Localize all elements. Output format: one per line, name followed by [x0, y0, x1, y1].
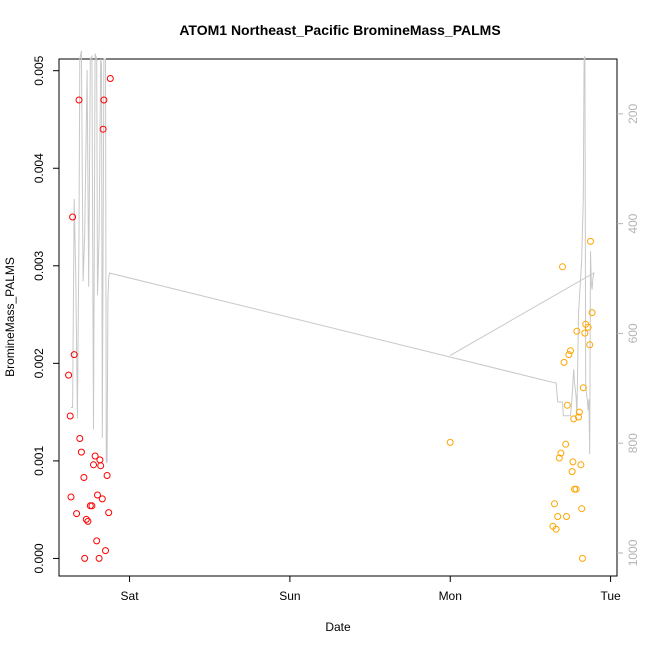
data-point	[80, 474, 88, 481]
y2-tick-label: 800	[626, 433, 640, 453]
data-point	[77, 448, 85, 456]
data-point	[93, 537, 101, 545]
data-point	[552, 525, 560, 533]
data-point	[586, 341, 594, 349]
data-point	[570, 415, 578, 423]
pressure-line	[71, 50, 595, 463]
data-point	[97, 462, 105, 470]
y-tick-label: 0.002	[32, 348, 46, 378]
data-point	[91, 452, 99, 460]
y-tick-label: 0.003	[32, 250, 46, 280]
y2-tick-label: 600	[626, 323, 640, 343]
data-point	[96, 456, 104, 464]
data-point	[105, 509, 113, 517]
x-tick-label: Mon	[439, 589, 462, 603]
x-tick-label: Sat	[121, 589, 140, 603]
plot-frame	[58, 58, 618, 577]
data-points-layer	[65, 75, 596, 562]
chart-title: ATOM1 Northeast_Pacific BromineMass_PALM…	[179, 22, 500, 38]
data-point	[562, 440, 570, 448]
data-point	[103, 472, 111, 479]
data-point	[557, 449, 565, 457]
data-point	[106, 75, 114, 82]
y-axis-left: 0.000 0.001 0.002 0.003 0.004 0.005	[32, 55, 59, 573]
data-point	[572, 485, 580, 493]
data-point	[568, 468, 576, 476]
data-point	[66, 412, 74, 420]
data-point	[579, 554, 586, 562]
data-point	[82, 515, 90, 523]
y-tick-label: 0.001	[32, 446, 46, 476]
data-point	[76, 435, 84, 442]
data-point	[560, 358, 568, 366]
data-point	[554, 513, 562, 520]
data-point	[94, 491, 101, 499]
data-point	[446, 438, 454, 446]
data-point	[88, 502, 96, 510]
data-point	[100, 96, 108, 104]
x-tick-label: Tue	[600, 589, 621, 603]
data-point	[587, 237, 594, 245]
y-axis-label: BromineMass_PALMS	[3, 257, 17, 377]
data-point	[581, 329, 589, 337]
data-point	[84, 517, 92, 525]
data-point	[559, 263, 566, 271]
data-point	[67, 493, 75, 501]
data-point	[563, 401, 571, 409]
data-point	[563, 513, 570, 520]
data-point	[573, 327, 581, 335]
data-point	[69, 213, 77, 221]
data-point	[99, 125, 107, 133]
data-point	[70, 351, 78, 359]
data-point	[73, 510, 81, 518]
data-point	[577, 461, 585, 469]
data-point	[575, 408, 583, 416]
data-point	[95, 554, 103, 562]
data-point	[90, 461, 97, 469]
data-point	[551, 500, 558, 508]
data-point	[565, 351, 573, 359]
data-point	[579, 384, 587, 392]
y2-tick-label: 200	[626, 104, 640, 124]
data-point	[584, 323, 592, 331]
pressure-line-layer	[71, 50, 595, 463]
data-point	[98, 495, 106, 503]
y-tick-label: 0.004	[32, 153, 46, 183]
data-point	[555, 454, 563, 462]
data-point	[102, 547, 109, 555]
x-axis-label: Date	[325, 620, 351, 634]
x-tick-label: Sun	[279, 589, 300, 603]
data-point	[578, 505, 586, 513]
data-point	[81, 554, 89, 562]
y-tick-label: 0.000	[32, 543, 46, 573]
y2-tick-label: 400	[626, 213, 640, 233]
data-point	[588, 309, 596, 317]
y-tick-label: 0.005	[32, 55, 46, 85]
x-axis: Sat Sun Mon Tue	[121, 576, 621, 603]
y-axis-right: 200 400 600 800 1000	[617, 104, 640, 566]
data-point	[65, 371, 73, 379]
data-point	[569, 458, 577, 466]
y2-tick-label: 1000	[626, 539, 640, 566]
data-point	[75, 96, 83, 104]
data-point	[575, 413, 582, 421]
data-point	[567, 347, 574, 355]
